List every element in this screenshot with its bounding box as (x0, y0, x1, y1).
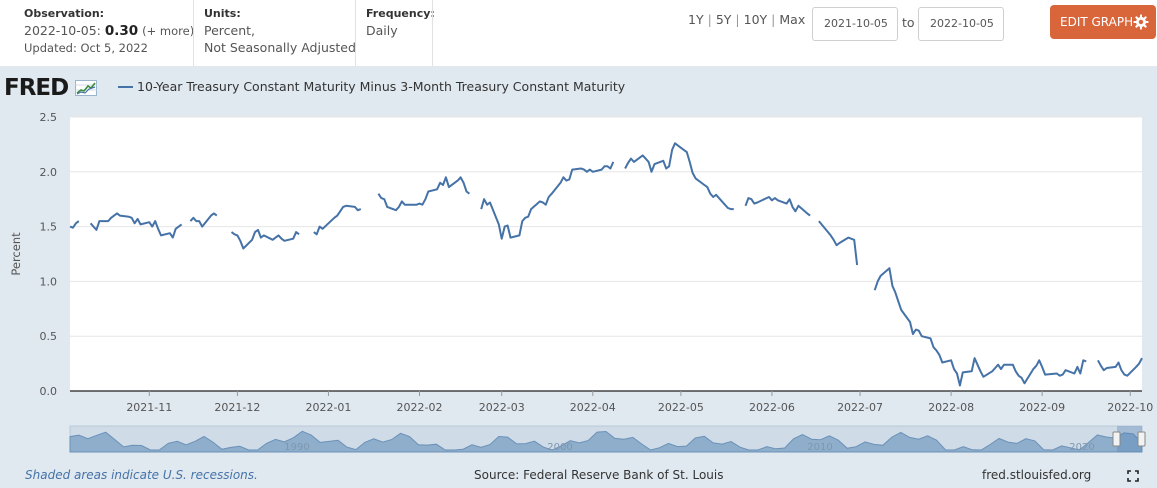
x-tick-label: 2022-08 (928, 401, 974, 414)
navigator-tick-label: 2020 (1069, 442, 1094, 453)
start-date-input[interactable]: 2021-10-05 (812, 7, 898, 41)
series-line-segment (89, 212, 183, 239)
x-tick-label: 2022-09 (1019, 401, 1065, 414)
x-tick-label: 2022-10 (1107, 401, 1153, 414)
divider (193, 0, 194, 66)
x-tick-label: 2022-05 (658, 401, 704, 414)
y-tick-label: 0.5 (40, 330, 58, 343)
to-label: to (902, 15, 915, 30)
navigator-tick-label: 1990 (284, 442, 309, 453)
observation-value: 0.30 (104, 23, 139, 39)
source-credit: Source: Federal Reserve Bank of St. Loui… (474, 468, 724, 482)
observation-date: 2022-10-05: (24, 23, 101, 38)
series-line-segment (313, 204, 362, 236)
range-max-button[interactable]: Max (779, 12, 806, 27)
units-line-2: Not Seasonally Adjusted (204, 40, 356, 55)
navigator-tick-label: 2010 (807, 442, 832, 453)
x-tick-label: 2021-11 (126, 401, 172, 414)
navigator-tick-label: 2000 (547, 442, 572, 453)
units-block: Units: Percent, Not Seasonally Adjusted (204, 5, 356, 56)
updated-date: Updated: Oct 5, 2022 (24, 41, 148, 55)
series-line-segment (189, 212, 218, 228)
navigator-handle[interactable] (1137, 431, 1146, 447)
range-1y-button[interactable]: 1Y (688, 12, 704, 27)
fullscreen-icon[interactable] (1127, 470, 1139, 482)
edit-graph-button[interactable]: EDIT GRAPH (1050, 5, 1156, 39)
series-line-segment (624, 142, 734, 211)
units-label: Units: (204, 7, 241, 20)
plot-area (70, 117, 1142, 391)
x-tick-label: 2022-02 (397, 401, 443, 414)
line-chart: 0.0 0.5 1.0 1.5 2.0 2.5 Percent 2021-11 2021-12 2… (9, 111, 1153, 453)
end-date-input[interactable]: 2022-10-05 (918, 7, 1004, 41)
site-link[interactable]: fred.stlouisfed.org (982, 468, 1092, 482)
x-tick-label: 2022-04 (570, 401, 616, 414)
y-tick-label: 2.5 (40, 111, 58, 124)
x-tick-label: 2022-06 (749, 401, 795, 414)
observation-block: Observation: 2022-10-05: 0.30 (+ more) U… (24, 5, 194, 57)
series-line-segment (377, 176, 471, 212)
x-tick-label: 2022-01 (305, 401, 351, 414)
chart-panel: FRED 10-Year Treasury Constant Maturity … (0, 66, 1157, 488)
navigator-history-area (69, 430, 1143, 453)
y-tick-label: 1.5 (40, 221, 58, 234)
y-tick-label: 2.0 (40, 166, 58, 179)
y-tick-label: 1.0 (40, 275, 58, 288)
legend-series-name: 10-Year Treasury Constant Maturity Minus… (137, 79, 626, 94)
observation-label: Observation: (24, 7, 105, 20)
frequency-label: Frequency: (366, 7, 435, 20)
x-tick-label: 2022-03 (479, 401, 525, 414)
legend-swatch (118, 86, 133, 88)
series-line-segment (744, 196, 811, 217)
header-bar: Observation: 2022-10-05: 0.30 (+ more) U… (0, 0, 1157, 66)
recession-note: Shaded areas indicate U.S. recessions. (25, 468, 258, 482)
frequency-value: Daily (366, 23, 398, 38)
frequency-block: Frequency: Daily (366, 5, 435, 39)
series-line-segment (1097, 357, 1143, 377)
x-tick-label: 2022-07 (837, 401, 883, 414)
divider (432, 0, 433, 66)
units-line-1: Percent, (204, 23, 256, 38)
y-tick-label: 0.0 (40, 385, 58, 398)
range-5y-button[interactable]: 5Y (715, 12, 732, 27)
series-line-segment (480, 161, 615, 240)
series-line-segment (873, 267, 1087, 387)
divider (355, 0, 356, 66)
series-line-segment (818, 220, 859, 266)
more-observations-link[interactable]: (+ more) (142, 24, 195, 38)
navigator-handle[interactable] (1112, 431, 1121, 447)
fred-logo: FRED (4, 75, 98, 101)
fred-chart-logo-icon (75, 80, 98, 96)
series-line-segment (230, 228, 300, 250)
edit-graph-label: EDIT GRAPH (1060, 15, 1134, 29)
gear-icon (1133, 14, 1149, 30)
series-line-segment (69, 220, 80, 229)
x-tick-label: 2021-12 (214, 401, 260, 414)
y-axis-title: Percent (9, 232, 23, 276)
range-10y-button[interactable]: 10Y (743, 12, 768, 27)
range-selector: 1Y | 5Y | 10Y | Max (688, 12, 806, 27)
